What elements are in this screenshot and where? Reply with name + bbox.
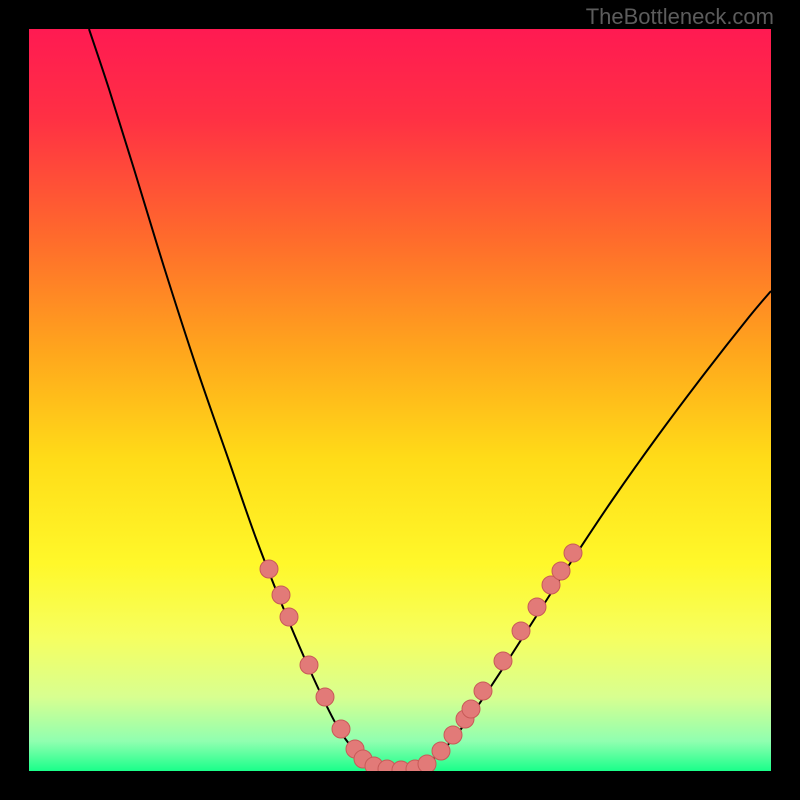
- plot-area: [29, 29, 771, 771]
- data-marker: [512, 622, 530, 640]
- data-marker: [316, 688, 334, 706]
- data-marker: [528, 598, 546, 616]
- data-marker: [300, 656, 318, 674]
- data-marker: [552, 562, 570, 580]
- curve-layer: [29, 29, 771, 771]
- data-marker: [418, 755, 436, 771]
- data-marker: [280, 608, 298, 626]
- watermark-text: TheBottleneck.com: [586, 4, 774, 30]
- bottleneck-curve: [89, 29, 771, 770]
- data-marker: [432, 742, 450, 760]
- data-marker: [564, 544, 582, 562]
- chart-frame: TheBottleneck.com: [0, 0, 800, 800]
- marker-group: [260, 544, 582, 771]
- data-marker: [444, 726, 462, 744]
- data-marker: [332, 720, 350, 738]
- data-marker: [474, 682, 492, 700]
- data-marker: [494, 652, 512, 670]
- data-marker: [462, 700, 480, 718]
- data-marker: [260, 560, 278, 578]
- data-marker: [272, 586, 290, 604]
